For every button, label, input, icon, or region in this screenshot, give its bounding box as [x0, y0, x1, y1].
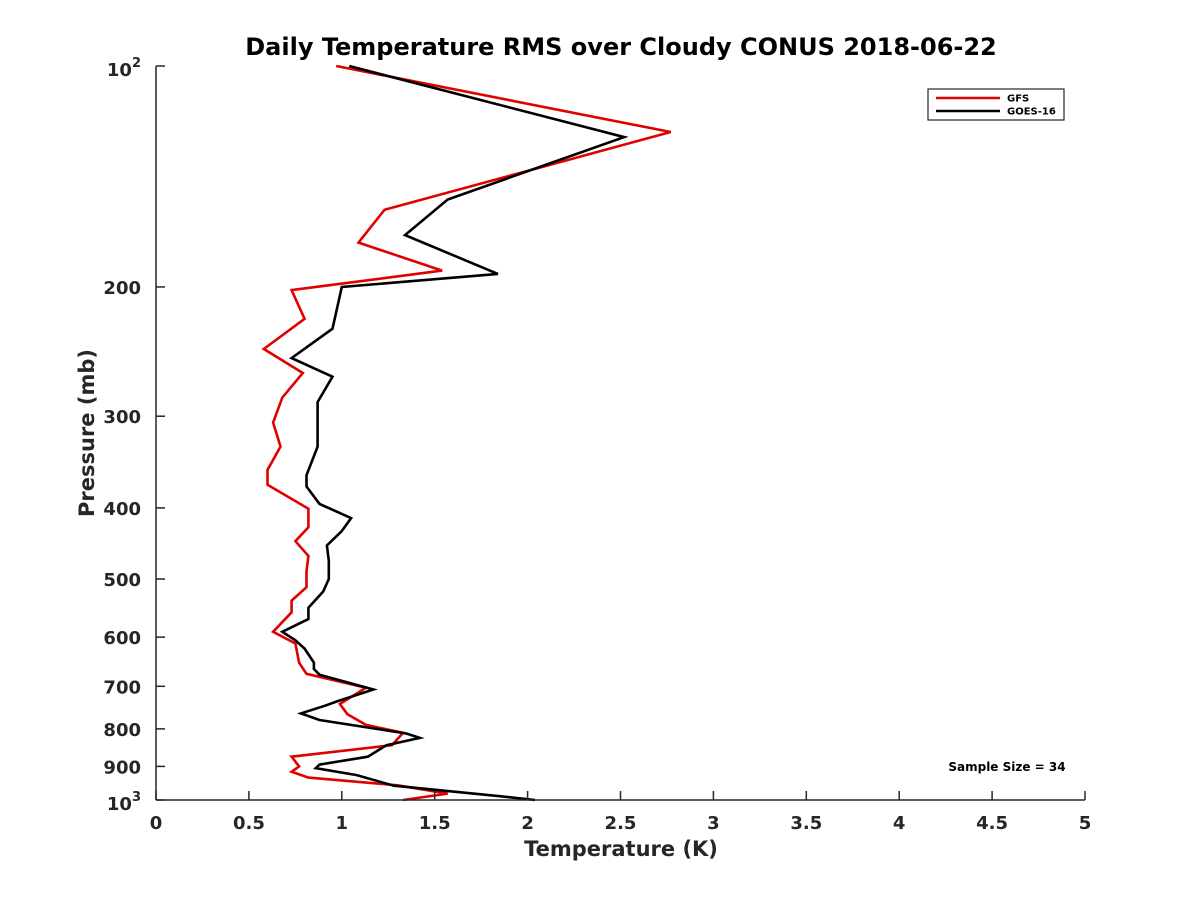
sample-size-annotation: Sample Size = 34	[948, 760, 1065, 774]
x-tick-label: 1	[336, 813, 349, 834]
x-tick-label: 2.5	[605, 813, 637, 834]
x-tick-label: 5	[1079, 813, 1092, 834]
legend-label-goes-16: GOES-16	[1007, 107, 1056, 118]
y-tick-label: 700	[103, 677, 141, 698]
x-tick-label: 1.5	[419, 813, 451, 834]
y-tick-label: 200	[103, 278, 141, 299]
y-tick-label: 900	[103, 757, 141, 778]
series-line-gfs	[261, 64, 672, 802]
x-tick-label: 0.5	[233, 813, 265, 834]
y-tick-label: 103	[107, 790, 141, 815]
legend-entries: GFS GOES-16	[936, 94, 1056, 118]
x-tick-label: 0	[150, 813, 163, 834]
y-tick-label: 400	[103, 499, 141, 520]
y-tick-label: 300	[103, 407, 141, 428]
series-line-goes-16	[279, 64, 629, 802]
x-tick-label: 2	[521, 813, 534, 834]
legend-label-gfs: GFS	[1007, 94, 1029, 105]
plot-area: 0 0.5 1 1.5 2 2.5 3 3.5 4 4.5 5 102 200 300 400 500 600…	[103, 56, 1091, 834]
x-tick-label: 4.5	[976, 813, 1008, 834]
legend: GFS GOES-16	[927, 88, 1065, 121]
x-axis-ticks: 0 0.5 1 1.5 2 2.5 3 3.5 4 4.5 5	[150, 791, 1092, 834]
x-tick-label: 3	[707, 813, 720, 834]
y-tick-label: 500	[103, 570, 141, 591]
x-tick-label: 4	[893, 813, 906, 834]
y-axis-ticks: 102 200 300 400 500 600 700 800 900 103	[103, 56, 165, 815]
y-axis-label: Pressure (mb)	[75, 349, 99, 517]
y-tick-label: 102	[107, 56, 141, 81]
x-tick-label: 3.5	[790, 813, 822, 834]
y-tick-label: 600	[103, 628, 141, 649]
x-axis-label: Temperature (K)	[524, 837, 718, 861]
series-layer	[261, 64, 672, 802]
y-tick-label: 800	[103, 720, 141, 741]
chart-title: Daily Temperature RMS over Cloudy CONUS …	[245, 33, 997, 61]
legend-box	[927, 88, 1065, 121]
